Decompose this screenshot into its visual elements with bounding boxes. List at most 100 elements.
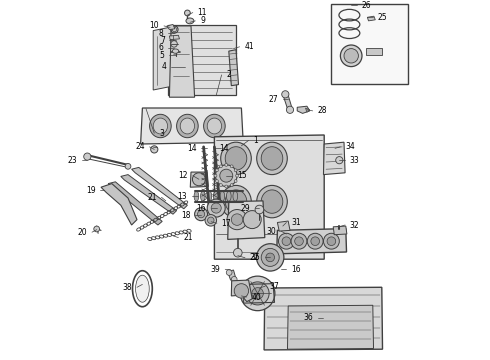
Circle shape (311, 237, 319, 246)
Text: 14: 14 (219, 144, 229, 153)
Ellipse shape (194, 191, 199, 201)
Circle shape (220, 169, 233, 182)
Text: 36: 36 (304, 313, 314, 322)
Ellipse shape (136, 275, 149, 302)
Text: 24: 24 (135, 142, 145, 151)
Circle shape (336, 157, 343, 164)
Polygon shape (132, 167, 187, 209)
Bar (331, 4, 408, 84)
Circle shape (257, 244, 284, 271)
Polygon shape (229, 50, 239, 86)
Polygon shape (170, 35, 179, 40)
Polygon shape (228, 270, 236, 280)
Text: 10: 10 (150, 21, 159, 30)
Text: 31: 31 (291, 218, 301, 227)
Ellipse shape (200, 191, 205, 201)
Circle shape (307, 233, 323, 249)
Text: 8: 8 (159, 29, 163, 37)
Circle shape (211, 203, 221, 213)
Ellipse shape (261, 190, 283, 213)
Text: 41: 41 (245, 42, 254, 51)
Text: 16: 16 (291, 265, 301, 274)
Ellipse shape (186, 18, 194, 24)
Text: 21: 21 (183, 233, 193, 242)
Circle shape (261, 248, 279, 266)
Circle shape (344, 49, 358, 63)
Text: 23: 23 (68, 156, 77, 165)
Circle shape (185, 10, 190, 16)
Circle shape (286, 106, 294, 113)
Polygon shape (167, 24, 175, 30)
Circle shape (84, 153, 91, 160)
Circle shape (216, 165, 237, 186)
Ellipse shape (220, 142, 251, 175)
Polygon shape (368, 16, 375, 21)
Circle shape (240, 276, 275, 311)
Polygon shape (170, 26, 195, 97)
Polygon shape (153, 27, 171, 90)
Circle shape (231, 214, 243, 225)
Polygon shape (121, 175, 176, 214)
Polygon shape (264, 287, 383, 350)
Circle shape (220, 165, 222, 168)
Circle shape (125, 163, 131, 169)
Circle shape (236, 174, 239, 177)
Ellipse shape (214, 191, 218, 201)
Circle shape (226, 270, 232, 275)
Polygon shape (333, 226, 347, 235)
Circle shape (193, 173, 205, 186)
Polygon shape (231, 280, 252, 302)
Circle shape (327, 237, 336, 246)
Text: 32: 32 (350, 220, 359, 230)
Circle shape (246, 282, 269, 305)
Text: 14: 14 (187, 144, 196, 153)
Ellipse shape (225, 147, 247, 170)
Circle shape (151, 146, 158, 153)
Text: 9: 9 (200, 16, 205, 25)
Circle shape (225, 163, 228, 166)
Text: 13: 13 (177, 192, 187, 201)
Text: 19: 19 (86, 186, 96, 194)
Circle shape (266, 253, 274, 262)
Circle shape (341, 45, 362, 67)
Polygon shape (190, 172, 208, 187)
Polygon shape (288, 305, 373, 349)
Text: 33: 33 (350, 156, 360, 165)
Polygon shape (277, 229, 346, 254)
Text: 37: 37 (270, 282, 280, 291)
Text: 39: 39 (211, 265, 220, 274)
Circle shape (233, 248, 242, 257)
Circle shape (234, 180, 237, 183)
Text: 2: 2 (226, 71, 231, 79)
Circle shape (208, 217, 214, 224)
Circle shape (291, 233, 307, 249)
Text: 34: 34 (345, 142, 355, 151)
Circle shape (214, 174, 217, 177)
Circle shape (94, 226, 99, 232)
Circle shape (323, 233, 339, 249)
Circle shape (172, 27, 176, 32)
Circle shape (197, 211, 205, 218)
Circle shape (207, 199, 225, 217)
Text: 38: 38 (122, 283, 132, 292)
Polygon shape (277, 221, 290, 231)
Text: 25: 25 (378, 13, 388, 22)
Polygon shape (101, 184, 137, 225)
Ellipse shape (226, 191, 231, 201)
Polygon shape (305, 108, 310, 112)
Text: 7: 7 (160, 36, 165, 45)
Ellipse shape (176, 114, 198, 138)
Circle shape (216, 180, 219, 183)
Text: 6: 6 (158, 43, 163, 52)
Polygon shape (228, 201, 265, 239)
Text: 27: 27 (269, 94, 278, 104)
Text: 29: 29 (241, 203, 250, 212)
Ellipse shape (180, 118, 195, 134)
Text: 12: 12 (179, 171, 188, 180)
Circle shape (205, 215, 217, 226)
Text: 20: 20 (78, 228, 87, 237)
Polygon shape (323, 142, 345, 175)
Ellipse shape (257, 142, 287, 175)
Polygon shape (168, 25, 236, 95)
Ellipse shape (220, 191, 224, 201)
